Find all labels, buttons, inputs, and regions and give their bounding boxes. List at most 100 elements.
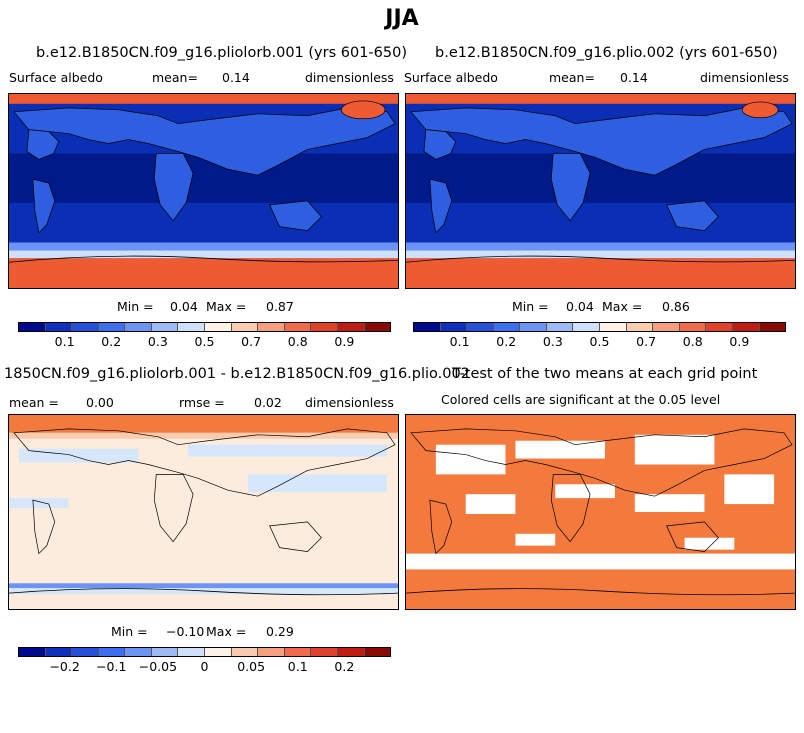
colorbar-tick-label: 0.3 — [147, 334, 168, 349]
colorbar-swatch — [493, 323, 521, 331]
colorbar-swatch — [311, 648, 338, 656]
colorbar-tick-label: 0.2 — [101, 334, 122, 349]
colorbar-swatch — [205, 323, 232, 331]
colorbar-swatch — [205, 648, 232, 656]
colorbar-tick-label: −0.1 — [96, 659, 127, 674]
panel-2-albedo-map — [405, 93, 796, 289]
colorbar-swatch — [45, 323, 73, 331]
colorbar-tick-label: −0.05 — [138, 659, 178, 674]
panel-1-mean-value: 0.14 — [222, 70, 250, 85]
panel-3-max-value: 0.29 — [266, 624, 294, 639]
panel-2-mean-value: 0.14 — [620, 70, 648, 85]
colorbar-swatch — [467, 323, 494, 331]
panel-1-max-value: 0.87 — [266, 299, 294, 314]
colorbar-swatch — [364, 323, 391, 331]
panel-3-rmse-value: 0.02 — [254, 395, 282, 410]
colorbar-tick-label: 0.1 — [54, 334, 75, 349]
colorbar-swatch — [258, 648, 285, 656]
colorbar-tick-label: 0.7 — [636, 334, 657, 349]
colorbar-swatch — [311, 323, 338, 331]
colorbar-swatch — [573, 323, 601, 331]
colorbar-swatch — [546, 323, 574, 331]
colorbar-swatch — [364, 648, 391, 656]
colorbar-swatch — [125, 323, 152, 331]
page-title: JJA — [385, 6, 419, 31]
colorbar-swatch — [653, 323, 680, 331]
colorbar-swatch — [706, 323, 733, 331]
panel-1-min-value: 0.04 — [170, 299, 198, 314]
colorbar-tick-label: 0.5 — [194, 334, 215, 349]
colorbar-swatch — [72, 648, 99, 656]
colorbar-swatch — [98, 648, 126, 656]
colorbar-swatch — [600, 323, 627, 331]
panel-3-difference-map — [8, 414, 399, 610]
panel-2-min-label: Min = — [512, 299, 549, 314]
colorbar-difference — [18, 647, 391, 657]
panel-3-rmse-label: rmse = — [179, 395, 225, 410]
colorbar-swatch — [231, 323, 259, 331]
colorbar-swatch — [759, 323, 786, 331]
panel-1-mean-label: mean= — [152, 70, 198, 85]
colorbar-swatch — [98, 323, 126, 331]
panel-3-mean-label: mean = — [9, 395, 59, 410]
colorbar-tick-label: −0.2 — [49, 659, 80, 674]
colorbar-swatch — [178, 648, 206, 656]
colorbar-absolute-right-ticks: 0.1 0.2 0.3 0.5 0.7 0.8 0.9 — [413, 334, 786, 350]
colorbar-tick-label: 0.3 — [542, 334, 563, 349]
panel-2-max-label: Max = — [602, 299, 643, 314]
colorbar-swatch — [284, 648, 312, 656]
panel-3-mean-value: 0.00 — [86, 395, 114, 410]
colorbar-absolute-left-ticks: 0.1 0.2 0.3 0.5 0.7 0.8 0.9 — [18, 334, 391, 350]
colorbar-swatch — [178, 323, 206, 331]
colorbar-tick-label: 0.9 — [729, 334, 750, 349]
colorbar-swatch — [520, 323, 547, 331]
panel-3-min-value: −0.10 — [166, 624, 205, 639]
colorbar-swatch — [284, 323, 312, 331]
colorbar-swatch — [151, 648, 179, 656]
panel-1-min-label: Min = — [117, 299, 154, 314]
colorbar-tick-label: 0.7 — [241, 334, 262, 349]
colorbar-tick-label: 0.1 — [287, 659, 308, 674]
panel-3-min-label: Min = — [111, 624, 148, 639]
colorbar-tick-label: 0.9 — [334, 334, 355, 349]
colorbar-swatch — [440, 323, 468, 331]
panel-3-title: 1850CN.f09_g16.pliolorb.001 - b.e12.B185… — [4, 366, 470, 382]
colorbar-swatch — [732, 323, 760, 331]
panel-1-max-label: Max = — [206, 299, 247, 314]
panel-2-title: b.e12.B1850CN.f09_g16.plio.002 (yrs 601-… — [435, 45, 778, 61]
panel-2-max-value: 0.86 — [662, 299, 690, 314]
colorbar-absolute-right — [413, 322, 786, 332]
colorbar-tick-label: 0 — [200, 659, 209, 674]
colorbar-swatch — [258, 323, 285, 331]
colorbar-swatch — [151, 323, 179, 331]
colorbar-swatch — [19, 323, 46, 331]
colorbar-swatch — [231, 648, 259, 656]
colorbar-tick-label: 0.5 — [589, 334, 610, 349]
colorbar-swatch — [19, 648, 46, 656]
colorbar-tick-label: 0.2 — [334, 659, 355, 674]
panel-2-variable-label: Surface albedo — [404, 70, 498, 85]
colorbar-swatch — [337, 648, 365, 656]
colorbar-tick-label: 0.8 — [287, 334, 308, 349]
panel-1-variable-label: Surface albedo — [9, 70, 103, 85]
colorbar-swatch — [72, 323, 99, 331]
colorbar-swatch — [125, 648, 152, 656]
colorbar-absolute-left — [18, 322, 391, 332]
panel-1-title: b.e12.B1850CN.f09_g16.pliolorb.001 (yrs … — [36, 45, 407, 61]
panel-2-units: dimensionless — [700, 70, 789, 85]
panel-4-ttest-map — [405, 414, 796, 610]
panel-2-mean-label: mean= — [549, 70, 595, 85]
colorbar-swatch — [337, 323, 365, 331]
colorbar-tick-label: 0.1 — [449, 334, 470, 349]
colorbar-swatch — [679, 323, 707, 331]
panel-4-subtitle: Colored cells are significant at the 0.0… — [441, 392, 721, 407]
colorbar-swatch — [414, 323, 441, 331]
colorbar-swatch — [626, 323, 654, 331]
colorbar-swatch — [45, 648, 73, 656]
panel-4-title: T-test of the two means at each grid poi… — [452, 366, 758, 382]
panel-3-max-label: Max = — [206, 624, 247, 639]
colorbar-tick-label: 0.8 — [682, 334, 703, 349]
panel-2-min-value: 0.04 — [566, 299, 594, 314]
colorbar-difference-ticks: −0.2 −0.1 −0.05 0 0.05 0.1 0.2 — [18, 659, 391, 675]
colorbar-tick-label: 0.2 — [496, 334, 517, 349]
